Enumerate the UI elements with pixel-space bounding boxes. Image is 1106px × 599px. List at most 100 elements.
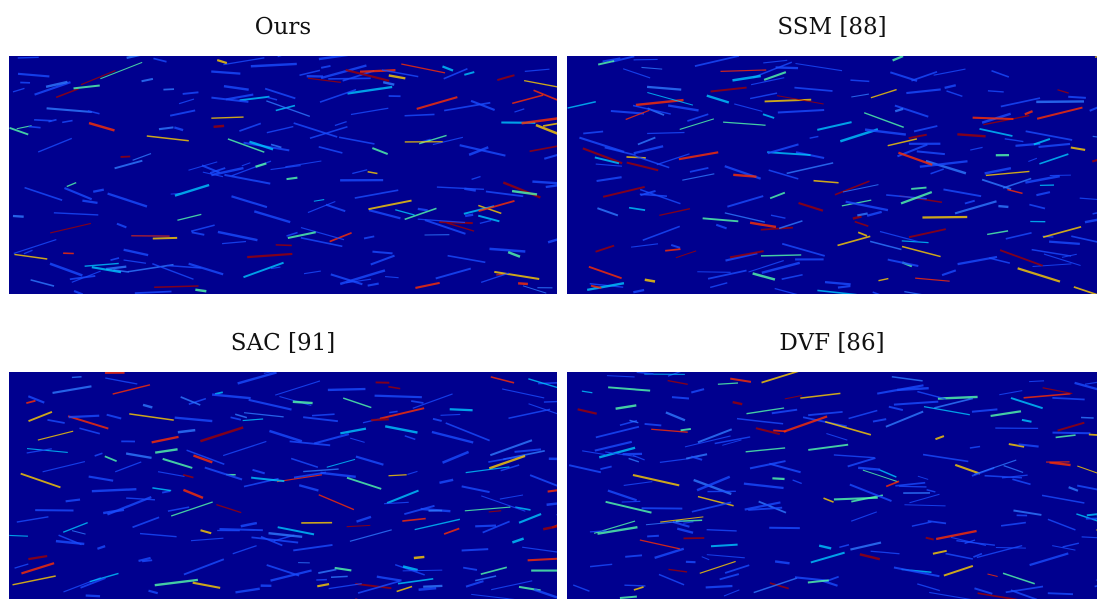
texture <box>394 563 425 576</box>
texture <box>522 546 557 553</box>
texture <box>417 218 466 224</box>
texture <box>268 531 303 538</box>
texture <box>209 167 226 174</box>
texture <box>1003 465 1024 473</box>
panel-caption: SAC [91] <box>230 330 336 356</box>
texture <box>1033 138 1051 146</box>
texture <box>104 455 117 463</box>
texture <box>219 528 263 532</box>
texture <box>27 395 45 404</box>
texture <box>88 475 114 482</box>
texture <box>275 244 292 247</box>
texture <box>1010 397 1043 410</box>
texture <box>999 390 1023 396</box>
texture <box>311 413 335 417</box>
texture <box>660 516 704 523</box>
texture <box>14 253 48 260</box>
texture <box>925 536 934 541</box>
texture <box>877 384 924 395</box>
texture <box>589 530 607 533</box>
texture <box>223 84 249 91</box>
texture <box>330 575 348 579</box>
texture <box>1089 106 1097 112</box>
texture <box>1039 153 1069 165</box>
texture <box>1025 174 1060 184</box>
texture <box>416 96 458 110</box>
texture <box>395 209 415 216</box>
texture <box>289 440 331 447</box>
texture <box>162 457 193 469</box>
texture <box>87 110 100 115</box>
texture <box>597 207 619 217</box>
texture <box>676 527 694 534</box>
texture <box>514 108 525 113</box>
texture <box>813 179 839 184</box>
texture <box>435 267 472 280</box>
texture <box>334 121 347 127</box>
texture <box>679 118 715 130</box>
texture <box>37 137 73 153</box>
texture <box>411 400 424 404</box>
texture <box>743 482 784 490</box>
texture <box>795 62 843 72</box>
texture <box>50 222 92 234</box>
texture <box>251 476 285 483</box>
texture <box>581 390 593 394</box>
texture <box>211 96 249 103</box>
texture <box>386 489 419 505</box>
texture <box>667 379 688 385</box>
texture <box>895 481 926 487</box>
texture <box>784 394 802 400</box>
texture <box>763 59 788 64</box>
texture <box>1047 592 1074 596</box>
texture <box>753 577 798 594</box>
texture <box>465 466 510 474</box>
texture <box>200 426 244 443</box>
texture <box>148 589 159 595</box>
texture <box>722 439 742 446</box>
texture <box>1052 396 1085 401</box>
texture <box>182 91 199 95</box>
texture <box>355 582 392 590</box>
texture <box>174 416 213 423</box>
texture <box>639 188 681 205</box>
texture <box>129 413 174 421</box>
texture <box>480 566 508 575</box>
texture <box>823 497 834 503</box>
texture <box>863 112 904 128</box>
texture <box>367 170 378 175</box>
texture <box>911 70 938 82</box>
texture <box>848 409 878 420</box>
texture <box>615 404 637 410</box>
texture <box>30 279 55 287</box>
texture <box>691 388 705 394</box>
texture <box>374 394 422 399</box>
texture <box>567 101 596 109</box>
texture <box>188 397 207 405</box>
texture <box>339 269 386 286</box>
texture <box>854 220 869 227</box>
texture <box>887 258 919 267</box>
texture <box>191 231 205 236</box>
texture <box>464 213 474 218</box>
texture <box>605 451 637 458</box>
texture <box>547 238 557 244</box>
texture <box>507 251 521 258</box>
texture <box>972 116 1014 121</box>
texture <box>932 549 947 555</box>
texture <box>26 447 68 454</box>
texture <box>475 575 497 582</box>
texture <box>123 248 149 257</box>
texture <box>17 56 39 59</box>
texture <box>594 440 633 452</box>
texture <box>935 435 945 441</box>
texture <box>729 250 764 259</box>
texture <box>334 566 352 572</box>
texture <box>524 68 550 72</box>
texture <box>330 273 363 286</box>
texture <box>656 153 690 166</box>
texture <box>139 532 177 538</box>
texture <box>379 407 425 420</box>
texture <box>352 169 368 175</box>
texture <box>1070 146 1086 151</box>
